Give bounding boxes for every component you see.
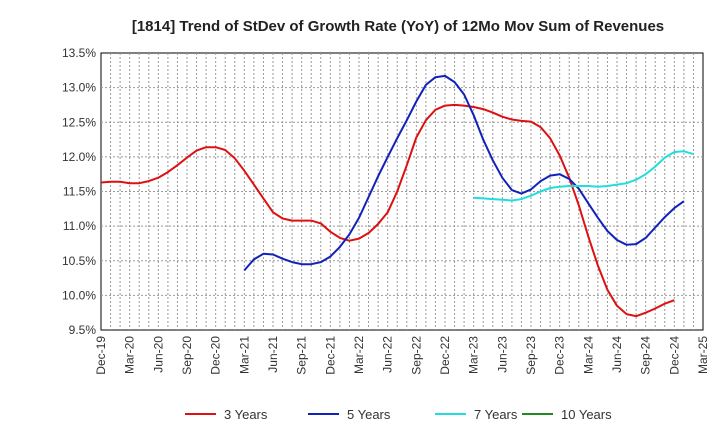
series-line-3-years (100, 103, 675, 318)
x-tick-label: Mar-24 (581, 336, 595, 374)
legend-label: 7 Years (474, 407, 518, 422)
y-tick-label: 11.0% (63, 219, 96, 233)
x-tick-label: Dec-19 (94, 336, 108, 375)
y-tick-label: 13.5% (62, 46, 96, 60)
x-tick-label: Jun-24 (610, 336, 624, 373)
y-tick-label: 13.0% (62, 81, 96, 95)
grid (101, 53, 703, 330)
x-tick-label: Sep-21 (295, 336, 309, 375)
y-tick-label: 12.0% (62, 150, 96, 164)
series-lines (100, 74, 694, 318)
x-tick-label: Dec-22 (438, 336, 452, 375)
legend-label: 5 Years (347, 407, 391, 422)
legend: 3 Years 5 Years 7 Years 10 Years (185, 407, 612, 422)
x-tick-label: Mar-25 (696, 336, 710, 374)
x-tick-label: Dec-21 (323, 336, 337, 375)
x-tick-label: Jun-21 (266, 336, 280, 373)
y-tick-label: 10.0% (62, 288, 96, 302)
x-tick-label: Dec-20 (209, 336, 223, 375)
y-tick-label: 10.5% (62, 254, 96, 268)
y-axis-ticks: 9.5% 10.0% 10.5% 11.0% 11.5% 12.0% 12.5% 13.0% 1… (62, 46, 96, 337)
x-tick-label: Sep-23 (524, 336, 538, 375)
x-tick-label: Dec-24 (667, 336, 681, 375)
x-tick-label: Sep-24 (639, 336, 653, 375)
y-tick-label: 12.5% (62, 115, 96, 129)
x-axis-ticks: Dec-19 Mar-20 Jun-20 Sep-20 Dec-20 Mar-21 Jun-… (94, 336, 710, 375)
series-line-7-years (473, 150, 694, 202)
x-tick-label: Jun-22 (381, 336, 395, 373)
y-tick-label: 11.5% (63, 185, 96, 199)
legend-label: 3 Years (224, 407, 268, 422)
x-tick-label: Mar-22 (352, 336, 366, 374)
x-tick-label: Mar-23 (467, 336, 481, 374)
x-tick-label: Mar-20 (123, 336, 137, 374)
x-tick-label: Sep-22 (409, 336, 423, 375)
legend-label: 10 Years (561, 407, 612, 422)
x-tick-label: Dec-23 (553, 336, 567, 375)
x-tick-label: Jun-23 (495, 336, 509, 373)
x-tick-label: Sep-20 (180, 336, 194, 375)
x-tick-label: Mar-21 (237, 336, 251, 374)
series-line-5-years (243, 74, 685, 272)
x-tick-label: Jun-20 (151, 336, 165, 373)
chart-title: [1814] Trend of StDev of Growth Rate (Yo… (132, 18, 664, 35)
y-tick-label: 9.5% (69, 323, 97, 337)
